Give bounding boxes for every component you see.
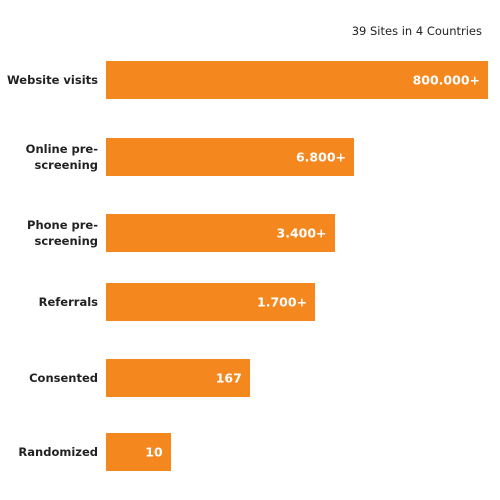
category-label: Referrals bbox=[38, 295, 98, 309]
bar: 10 bbox=[106, 433, 171, 471]
bar: 6.800+ bbox=[106, 138, 354, 176]
value-label: 6.800+ bbox=[295, 149, 346, 165]
value-label: 800.000+ bbox=[412, 72, 480, 88]
value-label: 167 bbox=[215, 370, 242, 386]
bar: 167 bbox=[106, 359, 250, 397]
value-label: 3.400+ bbox=[276, 225, 327, 241]
category-label: Phone pre-screening bbox=[27, 218, 98, 248]
bar: 1.700+ bbox=[106, 283, 316, 321]
category-label: Online pre-screening bbox=[25, 142, 98, 172]
chart-subtitle: 39 Sites in 4 Countries bbox=[351, 24, 482, 38]
bar: 3.400+ bbox=[106, 214, 335, 252]
value-label: 1.700+ bbox=[257, 294, 308, 310]
bar: 800.000+ bbox=[106, 61, 488, 99]
category-label: Randomized bbox=[18, 445, 98, 459]
category-label: Website visits bbox=[7, 73, 98, 87]
value-label: 10 bbox=[145, 444, 163, 460]
category-label: Consented bbox=[29, 371, 98, 385]
